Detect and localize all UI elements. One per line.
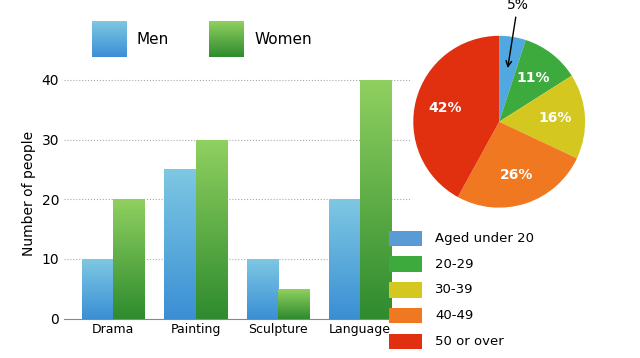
Wedge shape	[499, 36, 525, 122]
Text: 5%: 5%	[506, 0, 529, 67]
FancyBboxPatch shape	[389, 334, 422, 349]
Text: 50 or over: 50 or over	[435, 335, 504, 348]
Text: 20-29: 20-29	[435, 258, 474, 271]
Text: 26%: 26%	[500, 168, 533, 182]
Wedge shape	[499, 40, 572, 122]
FancyBboxPatch shape	[389, 308, 422, 324]
Text: 16%: 16%	[538, 111, 572, 125]
Text: 11%: 11%	[516, 71, 550, 84]
FancyBboxPatch shape	[389, 231, 422, 246]
FancyBboxPatch shape	[389, 256, 422, 272]
Text: Men: Men	[136, 32, 169, 47]
Wedge shape	[413, 36, 499, 197]
Wedge shape	[458, 122, 577, 208]
Y-axis label: Number of people: Number of people	[22, 131, 36, 256]
Wedge shape	[499, 76, 585, 158]
Text: 42%: 42%	[428, 101, 462, 115]
Text: Aged under 20: Aged under 20	[435, 232, 534, 245]
Text: 30-39: 30-39	[435, 284, 474, 296]
FancyBboxPatch shape	[389, 282, 422, 298]
Text: Women: Women	[254, 32, 312, 47]
Text: 40-49: 40-49	[435, 309, 474, 322]
